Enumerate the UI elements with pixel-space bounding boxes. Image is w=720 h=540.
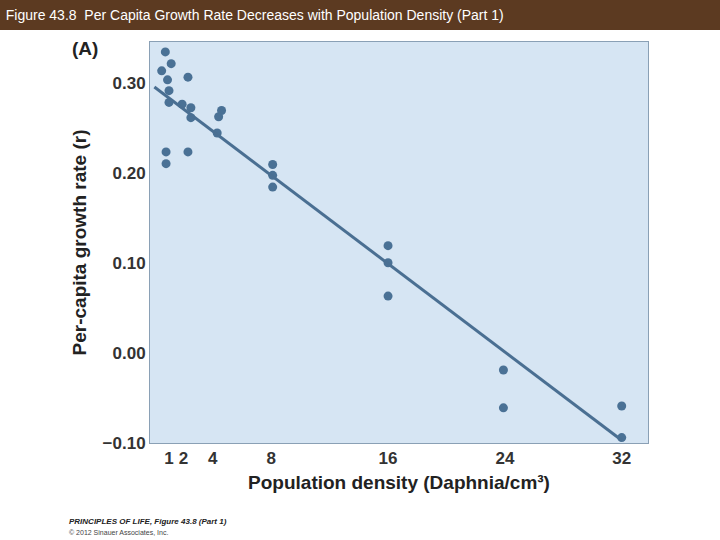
svg-text:Population density (Daphnia/cm: Population density (Daphnia/cm³) bbox=[248, 472, 550, 493]
svg-text:8: 8 bbox=[266, 449, 275, 468]
svg-text:0.00: 0.00 bbox=[113, 344, 146, 363]
svg-text:0.10: 0.10 bbox=[113, 254, 146, 273]
svg-text:0.30: 0.30 bbox=[113, 74, 146, 93]
svg-text:2: 2 bbox=[179, 449, 188, 468]
svg-text:(A): (A) bbox=[72, 38, 98, 59]
svg-text:Figure 43.8 Per Capita Growth: Figure 43.8 Per Capita Growth Rate Decre… bbox=[6, 7, 504, 23]
svg-text:PRINCIPLES OF LIFE, Figure 43.: PRINCIPLES OF LIFE, Figure 43.8 (Part 1) bbox=[69, 517, 227, 526]
svg-text:0.20: 0.20 bbox=[113, 164, 146, 183]
svg-text:Per-capita growth rate (r): Per-capita growth rate (r) bbox=[69, 130, 90, 356]
svg-text:−0.10: −0.10 bbox=[103, 434, 146, 453]
svg-text:© 2012 Sinauer Associates, Inc: © 2012 Sinauer Associates, Inc. bbox=[69, 529, 168, 536]
svg-text:1: 1 bbox=[164, 449, 173, 468]
svg-text:16: 16 bbox=[379, 449, 398, 468]
svg-text:4: 4 bbox=[208, 449, 218, 468]
svg-text:32: 32 bbox=[612, 449, 631, 468]
svg-text:24: 24 bbox=[495, 449, 514, 468]
